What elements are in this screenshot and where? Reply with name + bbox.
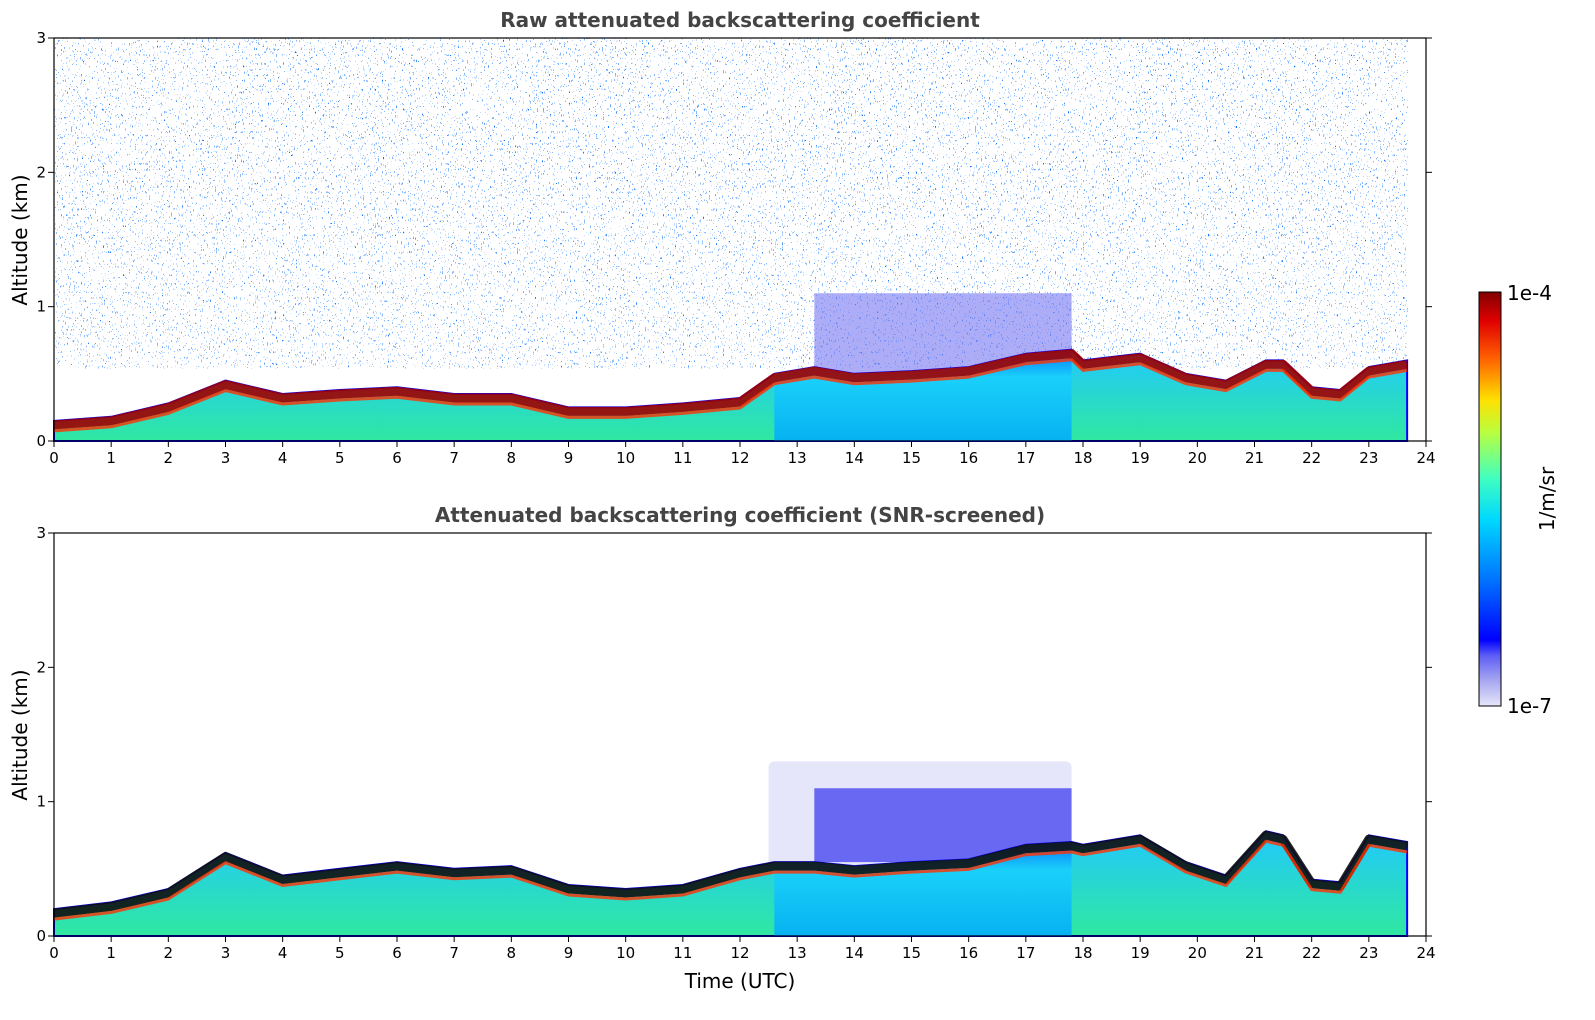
x-tick-label: 3 xyxy=(221,944,231,962)
x-tick-label: 17 xyxy=(1016,449,1035,467)
x-tick-label: 7 xyxy=(449,449,459,467)
signal-edge-band xyxy=(53,839,1408,921)
y-tick-label: 3 xyxy=(36,524,46,542)
x-tick-label: 19 xyxy=(1131,944,1150,962)
x-tick-label: 6 xyxy=(392,944,402,962)
x-tick-label: 14 xyxy=(845,449,864,467)
colorbar-min-label: 1e-7 xyxy=(1507,694,1552,718)
x-axis-label: Time (UTC) xyxy=(684,969,796,993)
strong-signal-band xyxy=(53,349,1408,430)
x-tick-label: 12 xyxy=(730,944,749,962)
x-tick-label: 24 xyxy=(1416,449,1435,467)
x-tick-label: 4 xyxy=(278,449,288,467)
raw-backscatter-panel: Raw attenuated backscattering coefficien… xyxy=(8,8,1436,467)
colorbar-gradient xyxy=(1478,291,1502,707)
screened-panel-x-ticks: 0 1 2 3 4 5 6 7 8 9 10 11 12 13 14 15 16 17 18 19 20 21 22 23 24 xyxy=(49,936,1436,962)
x-tick-label: 21 xyxy=(1245,944,1264,962)
x-tick-label: 10 xyxy=(616,449,635,467)
colorbar-unit-label: 1/m/sr xyxy=(1535,466,1559,531)
x-tick-label: 16 xyxy=(959,944,978,962)
raw-panel-y-axis-label: Altitude (km) xyxy=(8,174,32,305)
x-tick-label: 2 xyxy=(164,944,174,962)
convective-region xyxy=(774,842,1072,936)
x-tick-label: 9 xyxy=(564,944,574,962)
x-tick-label: 4 xyxy=(278,944,288,962)
boundary-layer xyxy=(53,830,1409,937)
x-tick-label: 2 xyxy=(164,449,174,467)
x-tick-label: 13 xyxy=(788,449,807,467)
raw-noise-field xyxy=(54,38,1408,369)
x-tick-label: 24 xyxy=(1416,944,1435,962)
x-tick-label: 6 xyxy=(392,449,402,467)
screened-panel-y-ticks: 0 1 2 3 xyxy=(36,524,1432,945)
x-tick-label: 17 xyxy=(1016,944,1035,962)
x-tick-label: 21 xyxy=(1245,449,1264,467)
x-tick-label: 22 xyxy=(1302,449,1321,467)
screened-panel-y-axis-label: Altitude (km) xyxy=(8,669,32,800)
x-tick-label: 5 xyxy=(335,944,345,962)
x-tick-label: 13 xyxy=(788,944,807,962)
raw-panel-plot-area xyxy=(53,38,1409,442)
y-tick-label: 1 xyxy=(36,793,46,811)
x-tick-label: 18 xyxy=(1073,944,1092,962)
x-tick-label: 16 xyxy=(959,449,978,467)
colorbar-max-label: 1e-4 xyxy=(1507,281,1552,305)
x-tick-label: 23 xyxy=(1359,449,1378,467)
y-tick-label: 3 xyxy=(36,29,46,47)
strong-signal-band xyxy=(53,830,1408,918)
screened-panel-title: Attenuated backscattering coefficient (S… xyxy=(435,503,1045,527)
x-tick-label: 0 xyxy=(49,449,59,467)
signal-edge-band xyxy=(53,358,1408,433)
raw-panel-x-ticks: 0 1 2 3 4 5 6 7 8 9 10 11 12 13 14 15 16 17 18 19 20 21 22 23 24 xyxy=(49,441,1436,467)
x-tick-label: 5 xyxy=(335,449,345,467)
x-tick-label: 20 xyxy=(1188,944,1207,962)
x-tick-label: 14 xyxy=(845,944,864,962)
x-tick-label: 19 xyxy=(1131,449,1150,467)
y-tick-label: 2 xyxy=(36,658,46,676)
raw-panel-title: Raw attenuated backscattering coefficien… xyxy=(500,8,980,32)
x-tick-label: 12 xyxy=(730,449,749,467)
x-tick-label: 15 xyxy=(902,449,921,467)
snr-screened-panel: Attenuated backscattering coefficient (S… xyxy=(8,503,1436,993)
raw-panel-y-ticks: 0 1 2 3 xyxy=(36,29,1432,450)
x-tick-label: 18 xyxy=(1073,449,1092,467)
x-tick-label: 1 xyxy=(106,449,116,467)
x-tick-label: 22 xyxy=(1302,944,1321,962)
convective-region xyxy=(774,349,1072,441)
x-tick-label: 3 xyxy=(221,449,231,467)
x-tick-label: 7 xyxy=(449,944,459,962)
x-tick-label: 11 xyxy=(673,944,692,962)
x-tick-label: 1 xyxy=(106,944,116,962)
x-tick-label: 10 xyxy=(616,944,635,962)
colorbar: 1e-4 1e-7 1/m/sr xyxy=(1478,281,1559,718)
screened-panel-plot-area xyxy=(53,761,1409,937)
y-tick-label: 2 xyxy=(36,163,46,181)
y-tick-label: 0 xyxy=(36,927,46,945)
x-tick-label: 8 xyxy=(507,449,517,467)
x-tick-label: 9 xyxy=(564,449,574,467)
x-tick-label: 0 xyxy=(49,944,59,962)
y-tick-label: 0 xyxy=(36,432,46,450)
y-tick-label: 1 xyxy=(36,298,46,316)
x-tick-label: 8 xyxy=(507,944,517,962)
x-tick-label: 11 xyxy=(673,449,692,467)
x-tick-label: 15 xyxy=(902,944,921,962)
x-tick-label: 20 xyxy=(1188,449,1207,467)
x-tick-label: 23 xyxy=(1359,944,1378,962)
